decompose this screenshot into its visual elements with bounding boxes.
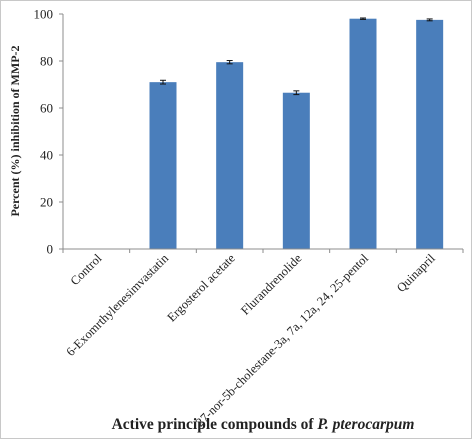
y-tick-label: 20	[40, 195, 53, 210]
bar	[149, 82, 177, 250]
bar	[282, 92, 310, 249]
bars	[149, 17, 444, 250]
category-label: Control	[68, 251, 105, 288]
x-axis-label-text: Active principle compounds of	[112, 416, 318, 433]
y-tick-label: 100	[34, 7, 54, 22]
y-axis: 0 20 40 60 80 100	[34, 7, 64, 257]
y-tick-label: 60	[40, 101, 53, 116]
bar	[349, 18, 377, 250]
category-label: Ergosterol acetate	[164, 251, 238, 325]
x-axis-label: Active principle compounds of P. pteroca…	[112, 416, 415, 433]
x-axis: Control6-ExomrthylenesimvastatinErgoster…	[62, 248, 464, 429]
bar	[216, 62, 244, 249]
y-tick-label: 0	[47, 242, 54, 257]
y-axis-label: Percent (%) inhibition of MMP-2	[8, 45, 22, 216]
bar	[416, 19, 444, 249]
category-label: Quinapril	[394, 251, 438, 295]
y-tick-label: 40	[40, 148, 53, 163]
y-tick-label: 80	[40, 54, 53, 69]
category-label: Flurandrenolide	[238, 251, 305, 318]
x-axis-label-species: P. pterocarpum	[317, 416, 414, 433]
